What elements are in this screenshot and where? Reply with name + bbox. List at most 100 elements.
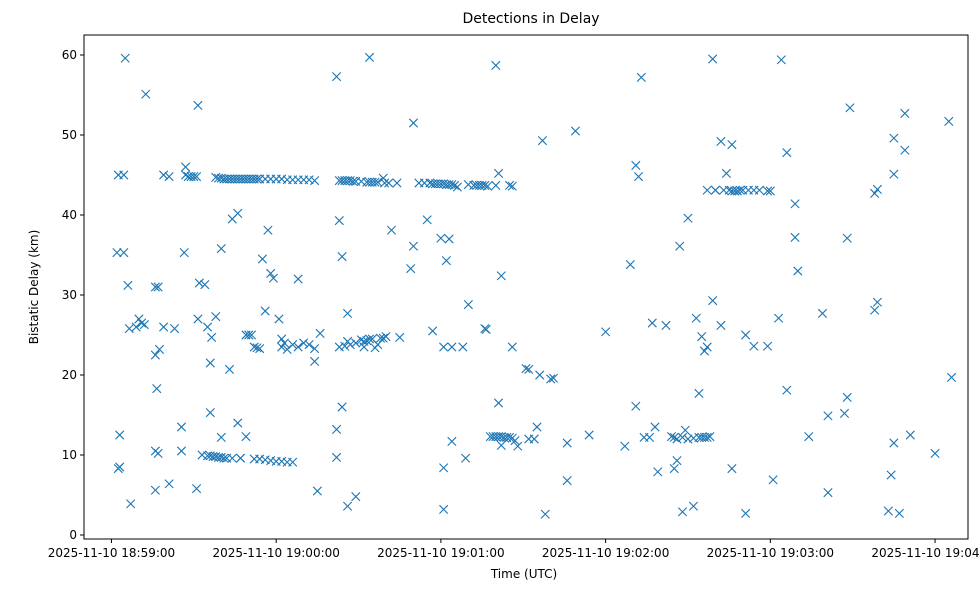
- data-point: [310, 176, 320, 186]
- data-point: [288, 340, 298, 350]
- data-point: [342, 501, 353, 511]
- y-axis: 0 10 20 30 40 50 60: [62, 48, 84, 542]
- data-point: [153, 282, 163, 292]
- data-point: [763, 186, 773, 196]
- data-point: [870, 305, 880, 315]
- data-point: [894, 508, 904, 518]
- data-point: [164, 479, 174, 489]
- data-point: [219, 453, 229, 463]
- data-point: [680, 425, 690, 435]
- plot-frame: [83, 34, 969, 540]
- data-point: [260, 306, 270, 316]
- data-point: [170, 324, 180, 334]
- data-point: [790, 199, 800, 209]
- data-point: [159, 322, 169, 332]
- data-point: [364, 334, 375, 344]
- data-point: [773, 313, 784, 323]
- data-point: [268, 273, 279, 283]
- x-tick-label: 2025-11-10 19:01:00: [377, 546, 504, 560]
- data-point: [562, 438, 572, 448]
- data-point: [312, 486, 322, 496]
- data-point: [782, 385, 792, 395]
- y-tick-label: 10: [62, 448, 77, 462]
- data-point: [193, 100, 203, 110]
- data-point: [342, 308, 353, 318]
- data-point: [277, 342, 287, 352]
- data-point: [481, 324, 491, 334]
- data-point: [842, 233, 852, 243]
- data-point: [839, 408, 850, 418]
- data-point: [395, 332, 405, 342]
- data-point: [252, 174, 262, 184]
- data-point: [351, 338, 361, 348]
- data-point: [441, 256, 451, 266]
- data-point: [304, 340, 314, 350]
- data-point: [392, 178, 402, 188]
- y-tick-label: 30: [62, 288, 77, 302]
- data-point: [241, 432, 251, 442]
- data-point: [450, 180, 460, 190]
- data-point: [653, 467, 663, 477]
- data-point: [205, 358, 215, 368]
- data-point: [889, 133, 899, 143]
- data-point: [233, 418, 243, 428]
- data-point: [683, 213, 693, 223]
- data-point: [444, 234, 454, 244]
- data-point: [702, 185, 712, 195]
- x-tick-label: 2025-11-10 19:00:00: [212, 546, 339, 560]
- data-point: [348, 176, 358, 186]
- data-point: [345, 340, 355, 350]
- data-point: [200, 280, 210, 290]
- data-point: [180, 170, 191, 180]
- data-point: [191, 484, 202, 494]
- data-point: [845, 103, 855, 113]
- data-point: [233, 208, 243, 218]
- data-point: [521, 364, 531, 374]
- data-point: [644, 432, 655, 442]
- data-point: [790, 232, 800, 242]
- data-point: [179, 248, 189, 258]
- data-point: [496, 271, 506, 281]
- data-point: [540, 509, 550, 519]
- data-point: [727, 140, 737, 150]
- y-axis-label: Bistatic Delay (km): [27, 230, 41, 345]
- data-point: [205, 408, 215, 418]
- data-point: [702, 342, 712, 352]
- data-point: [620, 441, 630, 451]
- data-point: [436, 233, 446, 243]
- data-point: [150, 282, 160, 292]
- data-point: [636, 72, 646, 82]
- data-point: [120, 53, 130, 63]
- data-point: [381, 332, 391, 342]
- data-point: [246, 330, 257, 340]
- data-point: [870, 188, 880, 198]
- data-point: [491, 60, 501, 70]
- data-point: [115, 430, 125, 440]
- data-point: [672, 456, 682, 466]
- data-point: [601, 327, 611, 337]
- data-point: [193, 314, 203, 324]
- data-point: [249, 342, 259, 352]
- data-point: [930, 448, 940, 458]
- data-point: [266, 268, 276, 278]
- data-point: [705, 432, 715, 442]
- data-point: [872, 184, 882, 194]
- data-point: [463, 300, 473, 310]
- data-point: [310, 356, 320, 366]
- data-point: [548, 373, 559, 383]
- data-point: [524, 364, 534, 374]
- data-point: [537, 136, 548, 146]
- data-point: [124, 324, 134, 334]
- data-point: [123, 280, 133, 290]
- data-point: [507, 181, 517, 191]
- data-point: [331, 424, 342, 434]
- data-point: [131, 322, 141, 332]
- data-point: [768, 475, 778, 485]
- data-point: [504, 432, 515, 442]
- y-tick-label: 20: [62, 368, 77, 382]
- data-point: [842, 392, 852, 402]
- data-point: [211, 312, 221, 322]
- data-point: [340, 341, 350, 351]
- data-point: [191, 172, 202, 182]
- data-point: [507, 342, 517, 352]
